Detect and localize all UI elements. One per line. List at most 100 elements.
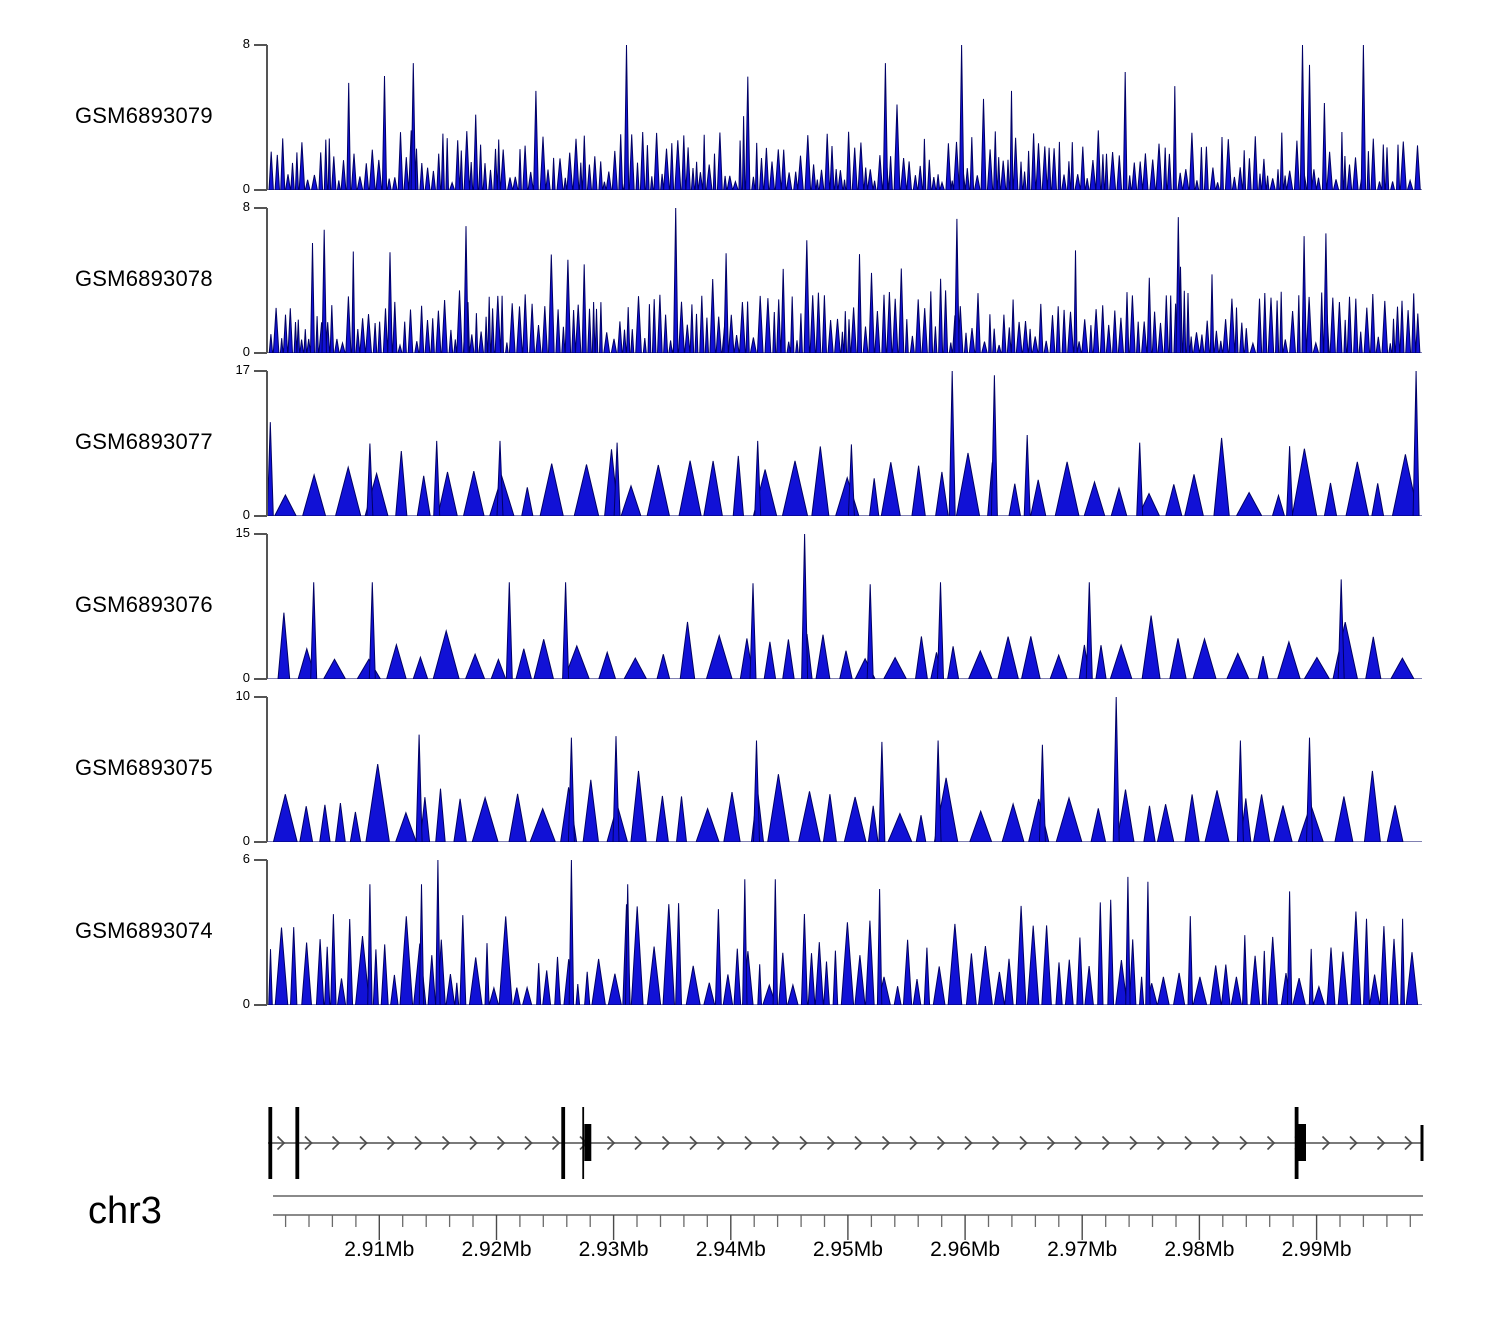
axis-tick-label: 2.96Mb: [930, 1238, 1001, 1261]
strand-arrow-icon: [1266, 1135, 1276, 1151]
y-axis-max-label: 15: [235, 525, 250, 540]
y-axis-zero-label: 0: [242, 181, 250, 196]
y-axis-max-label: 8: [242, 199, 250, 214]
strand-arrow-icon: [359, 1135, 368, 1151]
track-label: GSM6893074: [75, 918, 213, 943]
strand-arrow-icon: [469, 1135, 478, 1151]
coverage-track-GSM6893077: GSM6893077 17 0: [0, 362, 1500, 522]
axis-tick-label: 2.91Mb: [344, 1238, 415, 1261]
strand-arrow-icon: [414, 1135, 423, 1151]
strand-arrow-icon: [1074, 1135, 1083, 1151]
strand-arrow-icon: [991, 1135, 1001, 1151]
y-axis-max-label: 10: [235, 688, 250, 703]
axis-tick-label: 2.97Mb: [1047, 1238, 1118, 1261]
strand-arrow-icon: [1046, 1135, 1056, 1151]
notable-peaks: [410, 45, 1367, 190]
strand-arrow-icon: [331, 1135, 341, 1151]
y-axis-line: [266, 371, 268, 516]
strand-arrow-icon: [964, 1135, 973, 1151]
y-axis-top-tick: [254, 533, 267, 535]
y-axis-line: [266, 697, 268, 842]
notable-peaks: [415, 697, 1314, 842]
y-axis-zero-label: 0: [242, 833, 250, 848]
exon-thin-line: [582, 1107, 585, 1179]
coverage-track-GSM6893078: GSM6893078 8 0: [0, 199, 1500, 359]
notable-peaks: [268, 371, 1420, 516]
y-axis-line: [266, 208, 268, 353]
gene-end-tick: [1420, 1125, 1424, 1161]
track-label: GSM6893077: [75, 429, 213, 454]
strand-arrow-icon: [551, 1135, 561, 1151]
y-axis-bottom-tick: [254, 841, 267, 843]
axis-tick-label: 2.98Mb: [1164, 1238, 1235, 1261]
y-axis-top-tick: [254, 207, 267, 209]
strand-arrow-icon: [744, 1135, 753, 1151]
strand-arrow-icon: [441, 1135, 451, 1151]
exon-tall-bar: [268, 1107, 273, 1179]
strand-arrow-icon: [1404, 1135, 1413, 1151]
strand-arrow-icon: [276, 1135, 286, 1151]
strand-arrow-icon: [799, 1135, 808, 1151]
coverage-track-GSM6893076: GSM6893076 15 0: [0, 525, 1500, 685]
y-axis-bottom-tick: [254, 678, 267, 680]
y-axis-bottom-tick: [254, 515, 267, 517]
strand-arrow-icon: [881, 1135, 891, 1151]
notable-peaks: [367, 860, 1293, 1005]
y-axis-bottom-tick: [254, 189, 267, 191]
strand-arrow-icon: [1239, 1135, 1248, 1151]
track-label: GSM6893075: [75, 755, 213, 780]
strand-arrow-icon: [496, 1135, 506, 1151]
strand-arrow-icon: [1019, 1135, 1028, 1151]
strand-arrow-icon: [826, 1135, 836, 1151]
strand-arrow-icon: [1101, 1135, 1111, 1151]
strand-arrow-icon: [1211, 1135, 1221, 1151]
coverage-track-GSM6893075: GSM6893075 10 0: [0, 688, 1500, 848]
track-label: GSM6893079: [75, 103, 213, 128]
y-axis-top-tick: [254, 370, 267, 372]
strand-arrow-icon: [661, 1135, 671, 1151]
strand-arrow-icon: [936, 1135, 946, 1151]
coverage-area: [268, 45, 1422, 190]
axis-tick-label: 2.99Mb: [1281, 1238, 1352, 1261]
strand-arrow-icon: [634, 1135, 643, 1151]
y-axis-top-tick: [254, 44, 267, 46]
track-label: GSM6893078: [75, 266, 213, 291]
y-axis-bottom-tick: [254, 352, 267, 354]
coverage-area: [268, 697, 1422, 842]
coverage-area: [268, 371, 1422, 516]
track-label: GSM6893076: [75, 592, 213, 617]
chromosome-label: chr3: [88, 1190, 162, 1232]
y-axis-max-label: 17: [235, 362, 250, 377]
strand-arrow-icon: [771, 1135, 781, 1151]
y-axis-max-label: 8: [242, 36, 250, 51]
axis-tick-label: 2.95Mb: [812, 1238, 883, 1261]
strand-arrow-icon: [1129, 1135, 1138, 1151]
strand-arrow-icon: [689, 1135, 698, 1151]
coverage-area: [268, 208, 1422, 353]
exon-tall-bar: [561, 1107, 566, 1179]
y-axis-zero-label: 0: [242, 344, 250, 359]
coverage-area: [268, 534, 1422, 679]
y-axis-zero-label: 0: [242, 670, 250, 685]
y-axis-top-tick: [254, 859, 267, 861]
strand-arrow-icon: [606, 1135, 616, 1151]
y-axis-line: [266, 860, 268, 1005]
gene-model-track: [268, 1107, 1424, 1179]
y-axis-top-tick: [254, 696, 267, 698]
strand-arrow-icon: [386, 1135, 396, 1151]
strand-arrow-icon: [1184, 1135, 1193, 1151]
exon-thick-box: [584, 1124, 592, 1161]
y-axis-zero-label: 0: [242, 507, 250, 522]
y-axis-zero-label: 0: [242, 996, 250, 1011]
exon-tall-bar: [1294, 1107, 1299, 1179]
exon-tall-bar: [295, 1107, 300, 1179]
strand-arrow-icon: [909, 1135, 918, 1151]
y-axis-max-label: 6: [242, 851, 250, 866]
y-axis-bottom-tick: [254, 1004, 267, 1006]
strand-arrow-icon: [854, 1135, 863, 1151]
notable-peaks: [310, 534, 1345, 679]
strand-arrow-icon: [1376, 1135, 1386, 1151]
axis-tick-label: 2.94Mb: [695, 1238, 766, 1261]
coverage-track-GSM6893074: GSM6893074 6 0: [0, 851, 1500, 1011]
